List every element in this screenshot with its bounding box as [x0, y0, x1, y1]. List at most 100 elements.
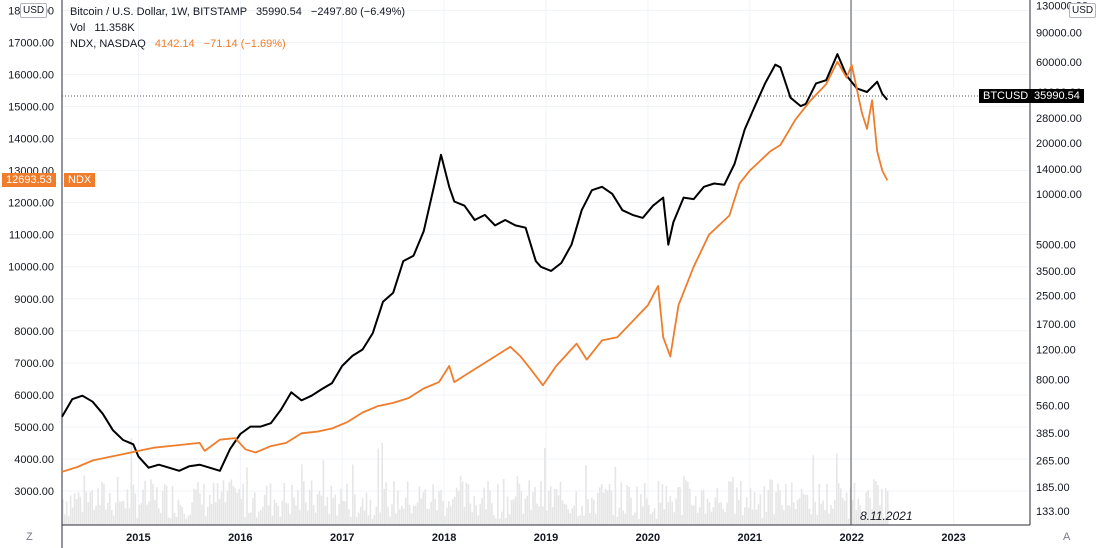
volume-bar [677, 486, 679, 525]
volume-bar [636, 486, 638, 525]
volume-bar [626, 485, 628, 525]
volume-bar [367, 515, 370, 525]
volume-bar [203, 483, 205, 525]
volume-bar [845, 492, 848, 525]
left-tick-label: 17000.00 [8, 37, 54, 49]
volume-bar [841, 497, 844, 525]
volume-bar [297, 489, 299, 525]
volume-bar [802, 493, 805, 525]
volume-bar [436, 510, 438, 525]
volume-bar [312, 504, 315, 525]
volume-bar [455, 487, 458, 525]
volume-bar [346, 483, 348, 525]
volume-bar [224, 502, 227, 525]
volume-bar [549, 486, 552, 525]
volume-bar [277, 505, 280, 525]
volume-bar [653, 508, 656, 525]
volume-bar [332, 497, 335, 525]
volume-bar [159, 512, 162, 525]
main-symbol[interactable]: Bitcoin / U.S. Dollar, 1W, BITSTAMP [70, 6, 247, 18]
left-tick-label: 14000.00 [8, 134, 54, 146]
volume-bar [573, 505, 576, 525]
volume-bar [612, 515, 615, 525]
left-tick-label: 12000.00 [8, 198, 54, 210]
time-tick-label: 2018 [432, 532, 456, 544]
volume-bar [355, 516, 358, 525]
volume-bar [518, 483, 521, 525]
volume-bar [520, 490, 523, 525]
volume-bar [843, 500, 846, 525]
volume-bar [87, 502, 90, 525]
volume-bar [540, 481, 542, 525]
volume-bar [122, 500, 125, 525]
volume-bar [216, 483, 219, 525]
volume-bar [796, 499, 799, 525]
left-tick-label: 10000.00 [8, 262, 54, 274]
volume-bar [402, 508, 405, 525]
volume-label[interactable]: Vol [70, 22, 86, 34]
volume-bar [745, 497, 748, 525]
auto-scale-left-button[interactable]: Z [26, 531, 33, 543]
volume-bar [136, 518, 139, 525]
left-unit-label[interactable]: USD [20, 3, 48, 18]
volume-bar [342, 501, 344, 525]
volume-bar [185, 518, 188, 525]
volume-bar [483, 487, 485, 525]
volume-bar [504, 518, 507, 525]
volume-bar [446, 507, 448, 525]
volume-bar [822, 500, 824, 525]
volume-bar [197, 481, 199, 525]
volume-bar [702, 489, 705, 525]
volume-bar [67, 515, 70, 525]
volume-bar [479, 503, 481, 525]
volume-bar [640, 494, 642, 525]
volume-bar [377, 448, 380, 525]
volume-bar [489, 490, 491, 525]
volume-bar [873, 479, 875, 525]
volume-bar [289, 513, 291, 525]
volume-bar [330, 485, 333, 525]
volume-bar [577, 516, 579, 525]
volume-bar [399, 509, 401, 525]
chart-legend: Bitcoin / U.S. Dollar, 1W, BITSTAMP 3599… [70, 4, 405, 52]
volume-value: 11.358K [94, 22, 135, 34]
volume-bar [459, 475, 462, 525]
volume-bar [175, 516, 178, 525]
volume-bar [700, 490, 703, 525]
volume-bar [828, 513, 830, 525]
volume-bar [655, 518, 658, 525]
volume-bar [665, 485, 668, 525]
left-tick-label: 9000.00 [14, 294, 54, 306]
volume-bar [485, 509, 487, 525]
volume-bar [775, 492, 777, 525]
volume-bar [103, 483, 105, 525]
volume-bar [542, 506, 544, 525]
volume-bar [395, 513, 397, 525]
volume-bar [642, 506, 644, 525]
volume-bar [238, 488, 240, 525]
volume-bar [547, 490, 550, 525]
volume-bar [859, 505, 862, 525]
volume-bar [442, 500, 444, 525]
volume-bar [818, 484, 820, 525]
volume-bar [110, 510, 113, 525]
volume-bar [553, 488, 556, 525]
right-unit-label[interactable]: USD [1069, 3, 1097, 18]
right-tick-label: 10000.00 [1036, 189, 1082, 201]
volume-bar [114, 502, 117, 525]
volume-bar [810, 514, 813, 525]
volume-bar [404, 497, 407, 525]
ndx-price-line [61, 60, 889, 473]
volume-bar [391, 504, 393, 525]
volume-bar [461, 481, 464, 525]
volume-bar [352, 464, 354, 525]
right-tick-label: 60000.00 [1036, 57, 1082, 69]
volume-bar [154, 500, 156, 525]
auto-scale-right-button[interactable]: A [1063, 531, 1071, 543]
volume-bar [877, 485, 879, 525]
volume-bar [410, 513, 413, 525]
volume-bar [201, 504, 203, 525]
compare-symbol[interactable]: NDX, NASDAQ [70, 38, 146, 50]
volume-bar [406, 481, 409, 525]
